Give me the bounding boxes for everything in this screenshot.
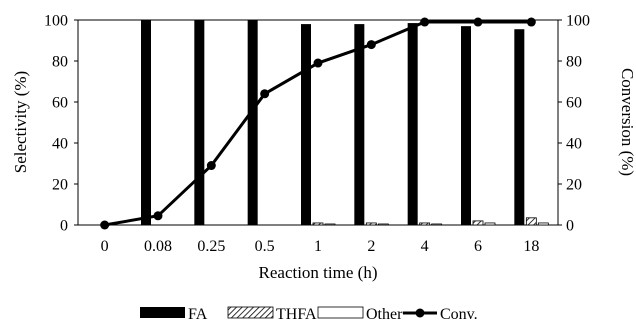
x-tick-label: 0.08	[144, 238, 172, 255]
right-tick-label: 40	[566, 136, 582, 153]
left-tick-label: 60	[52, 95, 68, 112]
right-tick-label: 60	[566, 95, 582, 112]
bar-fa-0_5	[247, 20, 258, 225]
conversion-point-1	[313, 58, 323, 68]
conversion-point-6	[473, 17, 483, 27]
x-tick-label: 1	[314, 238, 322, 255]
bar-fa-18	[514, 29, 525, 225]
x-tick-label: 0	[101, 238, 109, 255]
bar-thfa-6	[472, 220, 484, 226]
x-axis-title: Reaction time (h)	[259, 263, 378, 282]
left-axis-ticks: 0 20 40 60 80 100	[44, 13, 78, 235]
legend-marker-conv	[415, 308, 425, 318]
right-tick-label: 100	[566, 13, 590, 30]
bar-other-6	[484, 222, 496, 226]
bar-fa-1	[301, 24, 311, 225]
conversion-point-2	[366, 40, 376, 50]
x-tick-label: 0.5	[255, 238, 275, 255]
x-axis-ticks: 0 0.08 0.25 0.5 1 2 4 6 18	[101, 238, 540, 255]
bar-thfa-18	[525, 217, 537, 226]
right-axis-ticks: 0 20 40 60 80 100	[558, 13, 590, 235]
bar-thfa-4	[419, 222, 431, 226]
bar-other-1	[324, 223, 336, 226]
bar-fa-4	[407, 23, 418, 225]
left-tick-label: 0	[60, 218, 68, 235]
legend-label-thfa: THFA	[276, 306, 317, 323]
legend-swatch-thfa	[227, 306, 274, 319]
conversion-point-18	[526, 17, 536, 27]
legend: FA THFA Other Conv.	[140, 306, 478, 323]
conversion-line-layer	[100, 17, 536, 230]
bar-other-18	[537, 222, 549, 226]
left-tick-label: 40	[52, 136, 68, 153]
legend-label-conv: Conv.	[440, 306, 478, 323]
right-tick-label: 20	[566, 177, 582, 194]
legend-swatch-other	[317, 306, 364, 319]
left-tick-label: 80	[52, 54, 68, 71]
x-tick-label: 18	[523, 238, 539, 255]
conversion-point-0_25	[206, 161, 216, 171]
bar-thfa-2	[365, 222, 377, 226]
legend-swatch-fa	[140, 307, 185, 318]
right-axis-title: Conversion (%)	[618, 68, 636, 176]
right-tick-label: 0	[566, 218, 574, 235]
bar-fa-2	[354, 24, 365, 225]
legend-label-fa: FA	[188, 306, 208, 323]
x-tick-label: 6	[474, 238, 482, 255]
conversion-point-4	[420, 17, 430, 27]
left-tick-label: 20	[52, 177, 68, 194]
bar-other-2	[377, 223, 389, 226]
conversion-point-0	[100, 220, 110, 230]
legend-label-other: Other	[366, 306, 403, 323]
left-tick-label: 100	[44, 13, 68, 30]
x-tick-label: 2	[367, 238, 375, 255]
conversion-point-0_08	[153, 211, 163, 221]
bar-other-4	[431, 223, 443, 226]
bar-fa-0_08	[141, 20, 151, 225]
x-tick-label: 4	[421, 238, 429, 255]
bar-thfa-1	[312, 222, 324, 226]
left-axis-title: Selectivity (%)	[11, 71, 30, 173]
bar-fa-0_25	[194, 20, 205, 225]
bar-fa-6	[461, 26, 471, 226]
conversion-point-0_5	[260, 89, 270, 99]
x-tick-label: 0.25	[197, 238, 225, 255]
right-tick-label: 80	[566, 54, 582, 71]
bars-layer	[141, 20, 549, 226]
